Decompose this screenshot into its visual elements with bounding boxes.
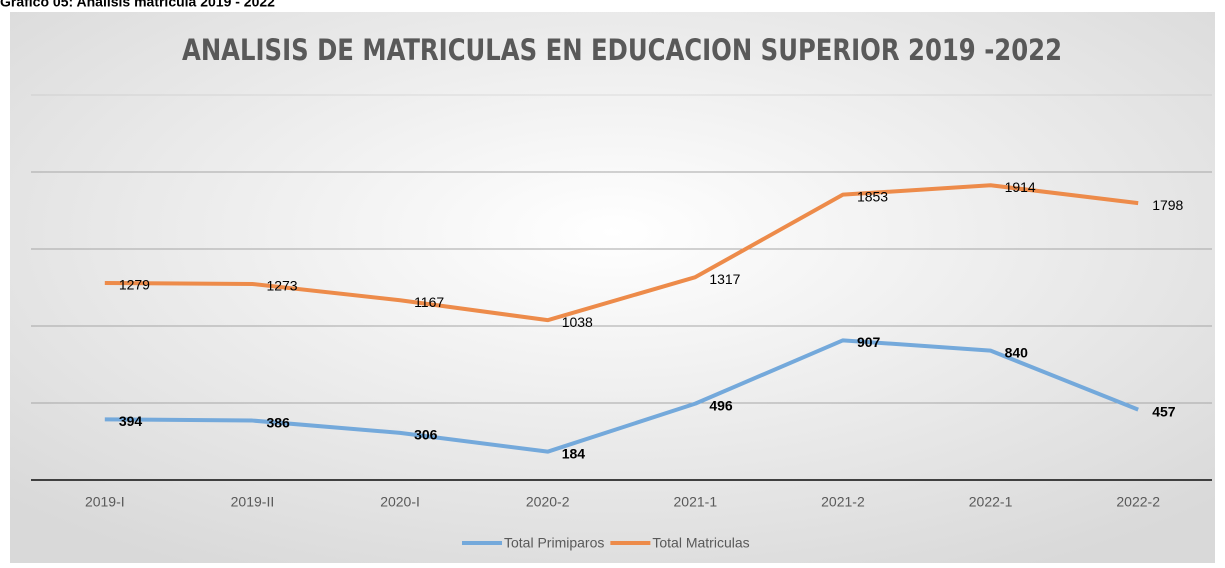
data-label: 496 <box>709 397 733 413</box>
data-label: 1798 <box>1152 197 1183 213</box>
x-tick-label: 2021-1 <box>674 494 718 510</box>
x-tick-label: 2021-2 <box>821 494 865 510</box>
chart-area <box>10 12 1215 563</box>
caption: Grafico 05: Analisis matricula 2019 - 20… <box>0 0 275 10</box>
legend-label: Total Matriculas <box>652 535 749 551</box>
series-line <box>104 338 1139 454</box>
data-label: 1273 <box>266 278 297 294</box>
data-label: 1038 <box>562 314 593 330</box>
data-label: 386 <box>266 414 290 430</box>
legend-label: Total Primiparos <box>504 535 604 551</box>
data-label: 394 <box>119 413 143 429</box>
data-label: 457 <box>1152 403 1176 419</box>
x-tick-label: 2020-2 <box>526 494 570 510</box>
data-label: 1914 <box>1005 179 1036 195</box>
data-label: 907 <box>857 334 881 350</box>
data-label: 184 <box>562 445 586 461</box>
chart-title: ANALISIS DE MATRICULAS EN EDUCACION SUPE… <box>182 33 1062 67</box>
x-tick-label: 2019-II <box>231 494 275 510</box>
x-tick-label: 2022-1 <box>969 494 1013 510</box>
x-tick-label: 2019-I <box>85 494 125 510</box>
data-label: 1317 <box>709 271 740 287</box>
data-label: 306 <box>414 427 438 443</box>
x-tick-label: 2020-I <box>380 494 420 510</box>
data-label: 1853 <box>857 188 888 204</box>
data-label: 1167 <box>414 294 444 310</box>
data-label: 840 <box>1005 344 1029 360</box>
x-tick-label: 2022-2 <box>1116 494 1160 510</box>
series-line <box>104 183 1139 323</box>
data-label: 1279 <box>119 277 150 293</box>
